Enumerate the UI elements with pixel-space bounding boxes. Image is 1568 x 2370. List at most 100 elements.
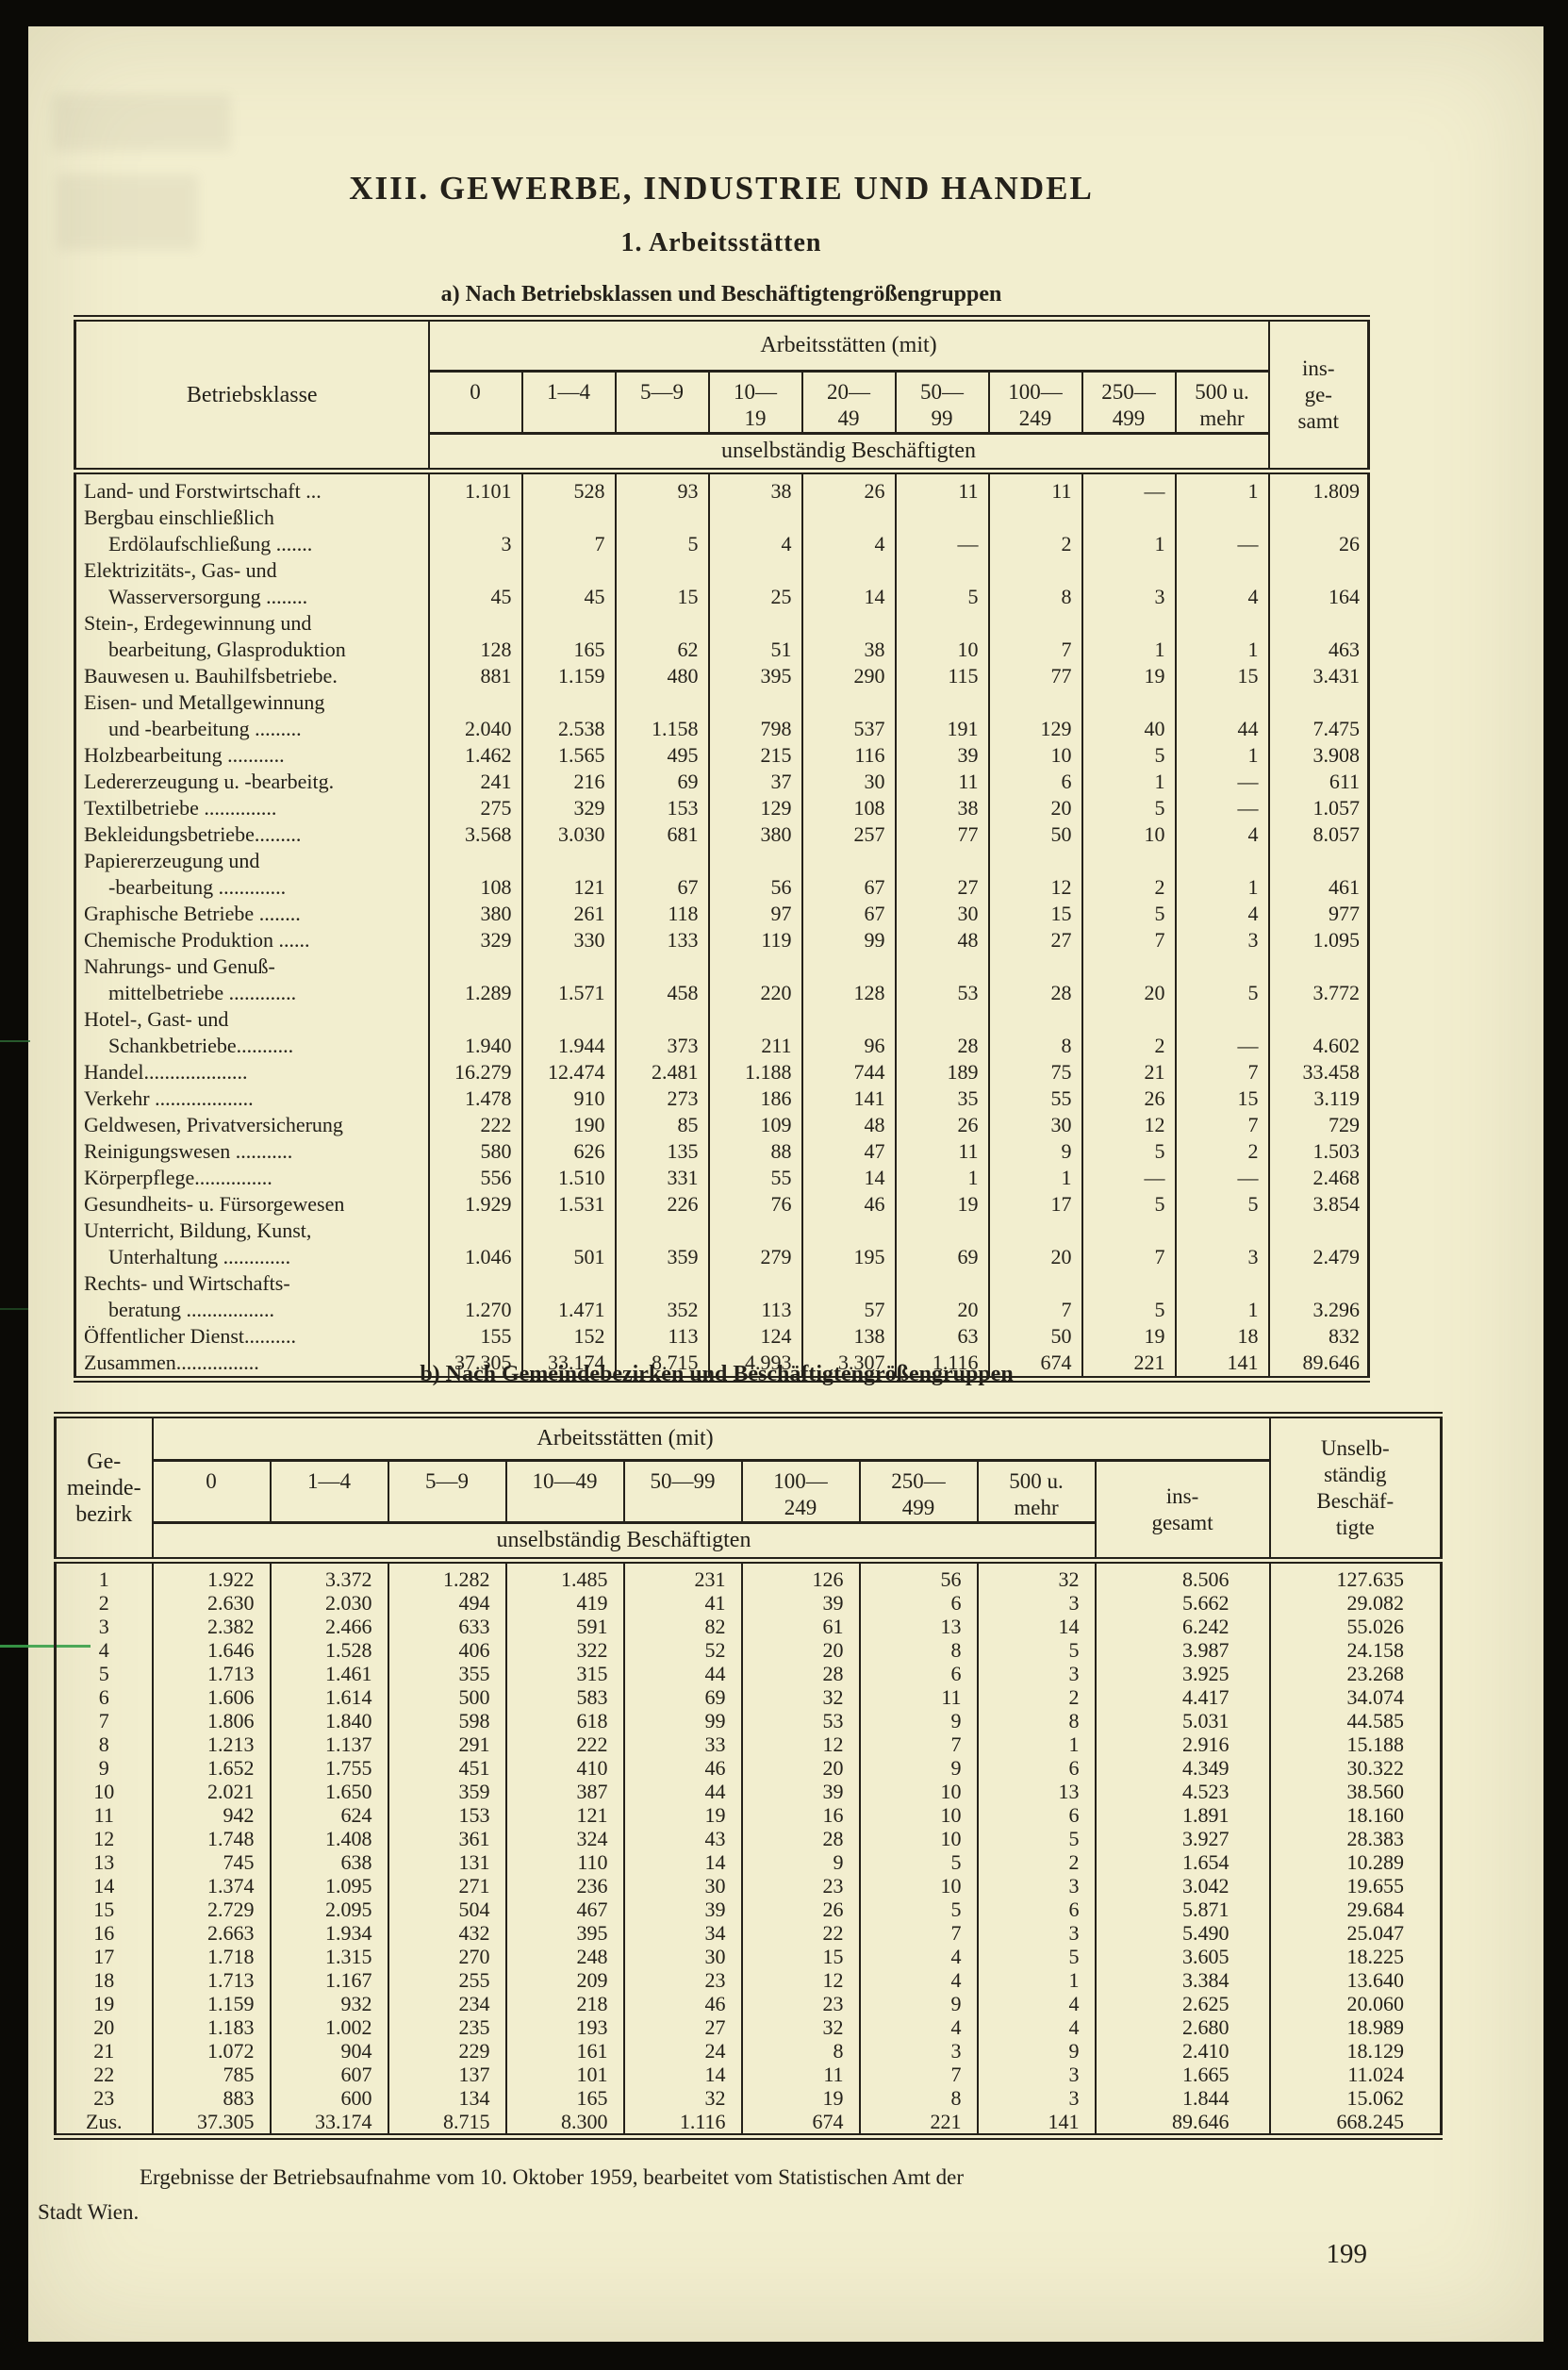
value-cell: 2.466 — [269, 1615, 388, 1638]
value-cell: 164 — [1267, 557, 1369, 610]
value-cell: 67 — [614, 848, 709, 901]
value-cell: 18.160 — [1268, 1803, 1442, 1827]
value-cell: 6 — [976, 1756, 1096, 1780]
value-cell: 361 — [387, 1827, 506, 1850]
value-cell: 18.989 — [1268, 2015, 1442, 2039]
table-a-caption: a) Nach Betriebsklassen und Beschäftigte… — [440, 282, 1002, 307]
table-row: 16 2.663 1.934 432 395 34 22 7 3 5.490 25.047 — [56, 1921, 1442, 1945]
row-label: Textilbetriebe .............. — [84, 796, 277, 820]
value-cell: 4.417 — [1094, 1685, 1270, 1709]
value-cell: 3.119 — [1267, 1086, 1369, 1112]
value-cell: 380 — [707, 821, 802, 848]
value-cell: 329 — [520, 795, 616, 821]
value-cell: 1.665 — [1094, 2063, 1270, 2086]
value-cell: 20 — [894, 1270, 989, 1323]
table-row: Öffentlicher Dienst.......... 155 152 113 12… — [75, 1323, 1369, 1350]
table-gemeindebezirke: Ge- meinde- bezirk Arbeitsstätten (mit) … — [54, 1412, 1444, 2140]
value-cell: 195 — [801, 1218, 896, 1270]
value-cell: 1.095 — [1267, 927, 1369, 953]
value-cell: 1.159 — [520, 663, 616, 689]
value-cell: 121 — [504, 1803, 624, 1827]
value-cell: 1.809 — [1267, 471, 1369, 505]
value-cell: 29.082 — [1268, 1591, 1442, 1615]
value-cell: 11 — [740, 2063, 860, 2086]
value-cell: 5 — [1174, 1191, 1269, 1218]
table-b-header: Ge- meinde- bezirk Arbeitsstätten (mit) … — [55, 1415, 1442, 1564]
value-cell: 5 — [1081, 1138, 1176, 1165]
district-cell: 5 — [98, 1662, 109, 1685]
value-cell: 1 — [1174, 610, 1269, 663]
table-row: Stein-, Erdegewinnung und bearbeitung, G… — [75, 610, 1369, 663]
value-cell: 5 — [1081, 901, 1176, 927]
value-cell: 1.095 — [269, 1874, 388, 1898]
row-label: Papiererzeugung und -bearbeitung .......… — [84, 849, 287, 899]
district-cell: 2 — [98, 1591, 109, 1615]
size-group-header: 50— 99 — [894, 371, 989, 435]
value-cell: 56 — [707, 848, 802, 901]
value-cell: 2.468 — [1267, 1165, 1369, 1191]
value-cell: 1.116 — [622, 2110, 742, 2137]
bleed-through-smudge — [57, 174, 198, 250]
value-cell: 109 — [707, 1112, 802, 1138]
value-cell: 108 — [801, 795, 896, 821]
row-label: Elektrizitäts-, Gas- und Wasserversorgun… — [84, 558, 308, 608]
row-label: Reinigungswesen ........... — [84, 1139, 293, 1163]
value-cell: — — [1174, 1006, 1269, 1059]
size-group-header: 5—9 — [387, 1460, 506, 1524]
value-cell: 410 — [504, 1756, 624, 1780]
value-cell: 8.057 — [1267, 821, 1369, 848]
value-cell: 19.655 — [1268, 1874, 1442, 1898]
value-cell: 11.024 — [1268, 2063, 1442, 2086]
value-cell: 4.602 — [1267, 1006, 1369, 1059]
value-cell: 2.481 — [614, 1059, 709, 1086]
value-cell: 419 — [504, 1591, 624, 1615]
value-cell: 729 — [1267, 1112, 1369, 1138]
value-cell: 8 — [858, 2086, 978, 2110]
value-cell: 9 — [858, 1992, 978, 2015]
table-row: 14 1.374 1.095 271 236 30 23 10 3 3.042 19.655 — [56, 1874, 1442, 1898]
value-cell: 46 — [801, 1191, 896, 1218]
value-cell: 10 — [1081, 821, 1176, 848]
value-cell: 458 — [614, 953, 709, 1006]
table-row: 9 1.652 1.755 451 410 46 20 9 6 4.349 30.322 — [56, 1756, 1442, 1780]
table-row: Textilbetriebe .............. 275 329 153 12… — [75, 795, 1369, 821]
value-cell: 14 — [801, 1165, 896, 1191]
value-cell: 3.987 — [1094, 1638, 1270, 1662]
value-cell: 638 — [269, 1850, 388, 1874]
value-cell: 1.315 — [269, 1945, 388, 1968]
district-cell: 6 — [98, 1685, 109, 1709]
district-cell: 12 — [93, 1827, 115, 1850]
value-cell: 463 — [1267, 610, 1369, 663]
district-cell: 22 — [93, 2063, 115, 2086]
value-cell: 56 — [858, 1560, 978, 1591]
value-cell: 99 — [622, 1709, 742, 1732]
table-row: Zusammen................ 37.305 33.174 8.71… — [75, 1350, 1369, 1380]
value-cell: 1.462 — [427, 742, 522, 769]
value-cell: 138 — [801, 1323, 896, 1350]
value-cell: 504 — [387, 1898, 506, 1921]
value-cell: 44 — [622, 1662, 742, 1685]
value-cell: 674 — [987, 1350, 1082, 1380]
value-cell: 27 — [987, 927, 1082, 953]
value-cell: 28.383 — [1268, 1827, 1442, 1850]
value-cell: — — [1174, 769, 1269, 795]
value-cell: 14 — [801, 557, 896, 610]
value-cell: 18.225 — [1268, 1945, 1442, 1968]
value-cell: 1.101 — [427, 471, 522, 505]
value-cell: 13 — [858, 1615, 978, 1638]
value-cell: 5 — [614, 505, 709, 557]
value-cell: 373 — [614, 1006, 709, 1059]
row-label: Nahrungs- und Genuß- mittelbetriebe ....… — [84, 954, 297, 1004]
value-cell: 3 — [976, 2063, 1096, 2086]
table-row: 23 883 600 134 165 32 19 8 3 1.844 15.062 — [56, 2086, 1442, 2110]
value-cell: 2.382 — [151, 1615, 271, 1638]
table-row: 5 1.713 1.461 355 315 44 28 6 3 3.925 23.268 — [56, 1662, 1442, 1685]
value-cell: 18 — [1174, 1323, 1269, 1350]
value-cell: 38 — [707, 471, 802, 505]
value-cell: 1 — [1081, 769, 1176, 795]
value-cell: 89.646 — [1267, 1350, 1369, 1380]
value-cell: 4 — [858, 1968, 978, 1992]
value-cell: 19 — [894, 1191, 989, 1218]
value-cell: 10 — [858, 1780, 978, 1803]
